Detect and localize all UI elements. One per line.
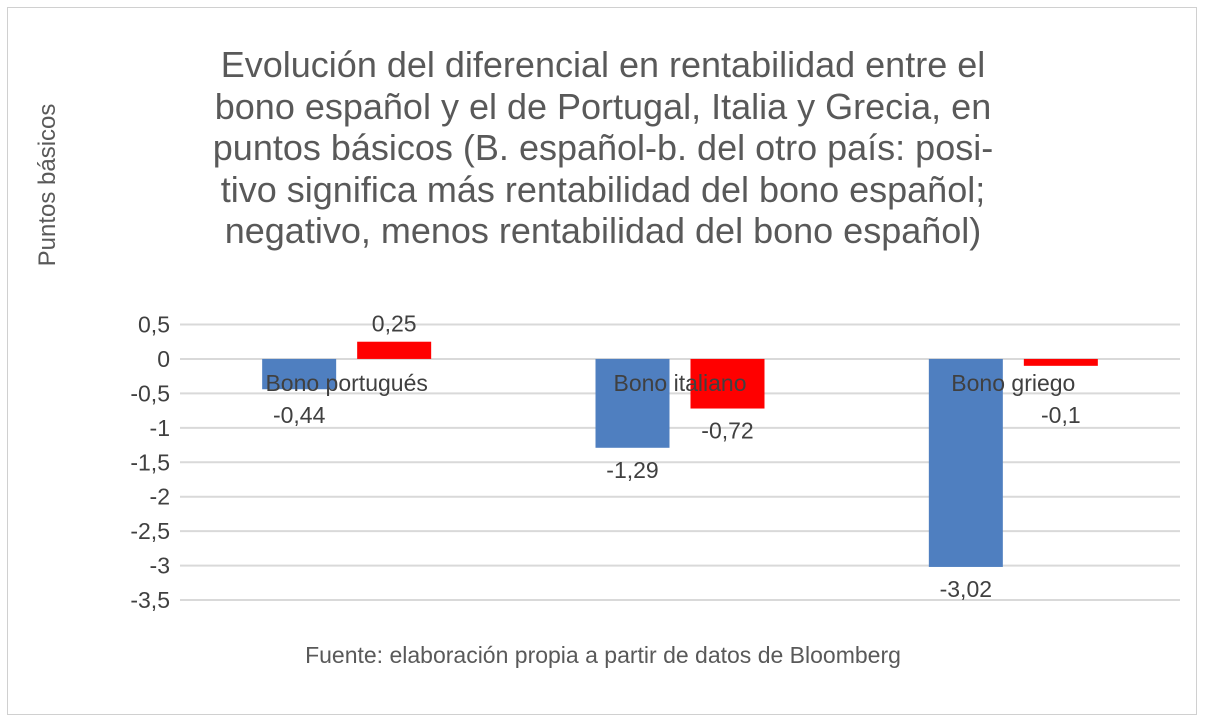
category-label: Bono griego [951,370,1075,396]
category-label: Bono italiano [614,370,747,396]
y-tick-label: -3,5 [130,587,170,613]
y-tick-label: -1 [150,415,170,441]
chart-title: Evolución del diferencial en rentabilida… [212,44,994,251]
bar-1 [595,358,670,448]
data-label: -0,44 [273,402,326,428]
category-label: Bono portugués [265,370,427,396]
y-tick-label: -0,5 [130,380,170,406]
data-label: -0,1 [1041,402,1081,428]
chart-frame [7,7,1197,715]
y-tick-label: -2,5 [130,518,170,544]
data-label: -0,72 [701,418,753,444]
y-tick-label: 0 [157,346,170,372]
y-tick-label: -2 [150,484,170,510]
bar-2 [357,341,432,359]
y-tick-label: 0,5 [138,312,170,338]
data-label: 0,25 [372,311,417,337]
y-tick-label: -1,5 [130,449,170,475]
source-note: Fuente: elaboración propia a partir de d… [305,642,901,668]
data-label: -3,02 [940,576,992,602]
bar-1 [928,358,1003,567]
y-tick-label: -3 [150,553,170,579]
bar-2 [1023,358,1098,366]
bar-1 [262,358,337,390]
bar-2 [690,358,765,409]
data-label: -1,29 [606,457,658,483]
